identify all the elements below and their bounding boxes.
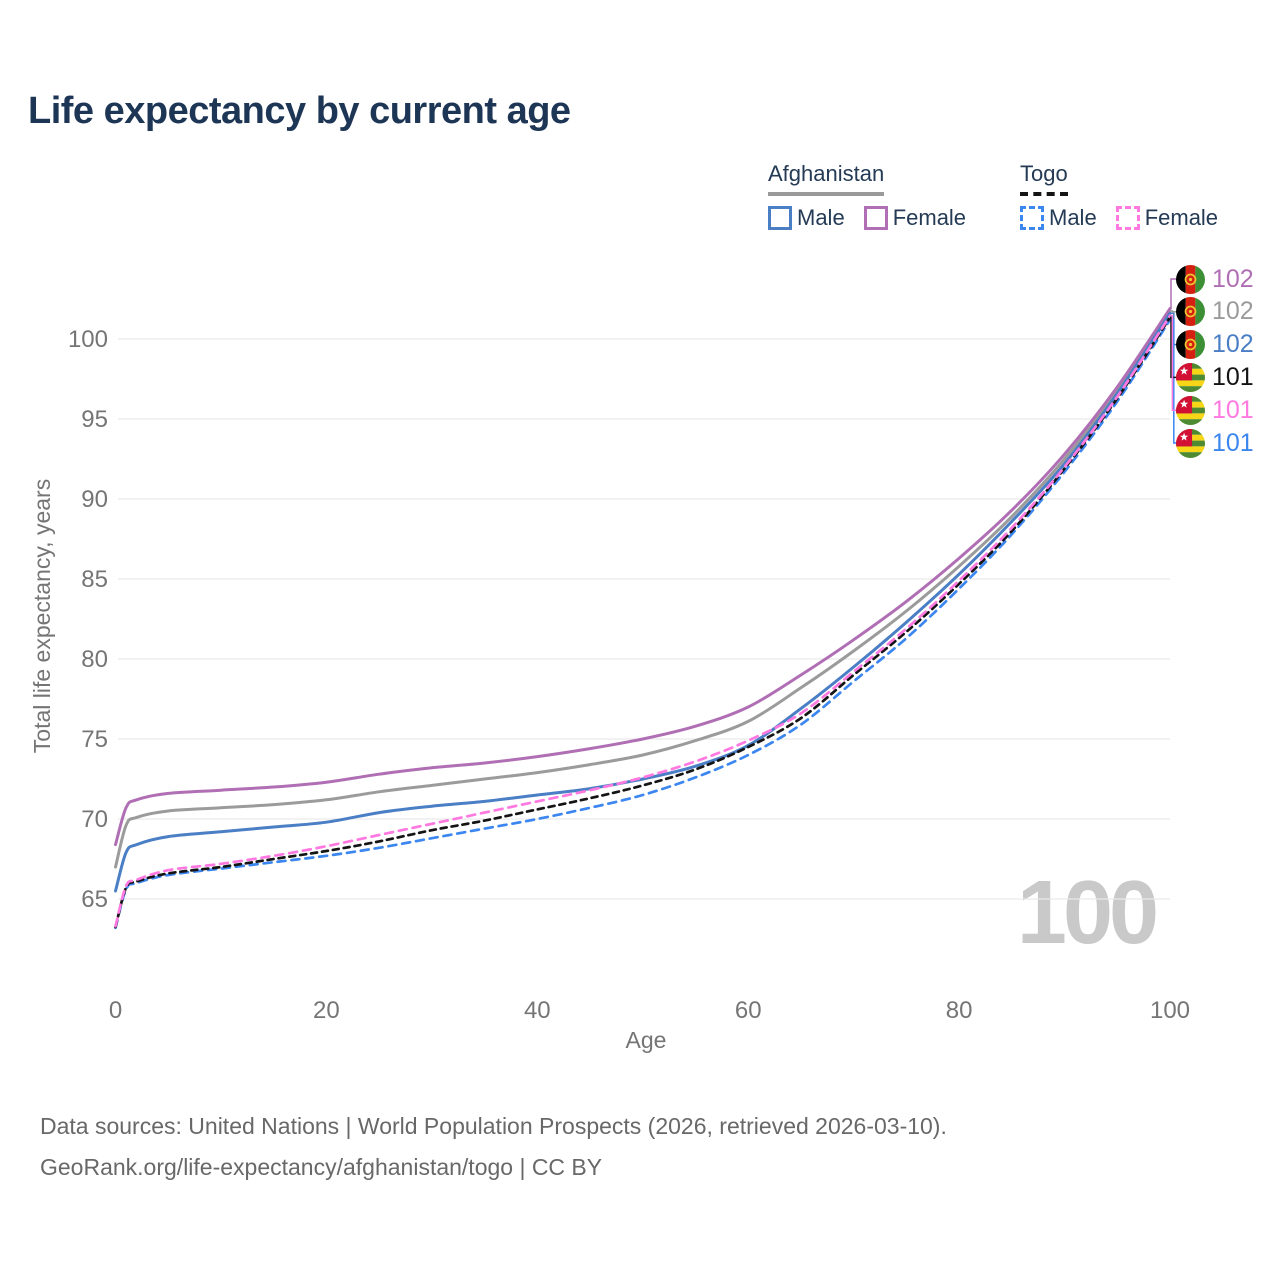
end-value-label-togo-male: 101 bbox=[1176, 428, 1254, 458]
togo-flag-icon bbox=[1176, 362, 1205, 392]
afghanistan-flag-icon bbox=[1176, 330, 1205, 360]
end-value: 102 bbox=[1212, 297, 1254, 326]
end-label-connector bbox=[1170, 315, 1177, 411]
legend-label: Male bbox=[797, 205, 845, 230]
footer-attribution: GeoRank.org/life-expectancy/afghanistan/… bbox=[40, 1154, 603, 1180]
end-value: 101 bbox=[1212, 395, 1254, 424]
end-value-label-afghanistan-female: 102 bbox=[1176, 264, 1254, 294]
afghanistan-flag-icon bbox=[1176, 264, 1205, 294]
legend-item-afghanistan-male[interactable]: Male bbox=[768, 205, 845, 231]
legend-group-togo: Togo Male Female bbox=[1020, 162, 1218, 231]
end-label-connector bbox=[1170, 278, 1177, 310]
end-value: 102 bbox=[1212, 330, 1254, 359]
togo-flag-icon bbox=[1176, 428, 1205, 458]
togo-flag-icon bbox=[1176, 395, 1205, 425]
end-label-connector bbox=[1170, 316, 1177, 379]
legend-row-togo: Male Female bbox=[1020, 205, 1218, 231]
x-tick-label: 20 bbox=[313, 997, 340, 1024]
legend-label: Male bbox=[1049, 205, 1097, 230]
legend-label: Female bbox=[892, 205, 967, 230]
x-tick-label: 100 bbox=[1150, 997, 1190, 1024]
y-tick-label: 70 bbox=[81, 806, 108, 833]
footer-data-sources: Data sources: United Nations | World Pop… bbox=[40, 1113, 947, 1139]
end-value-label-togo-both-sexes: 101 bbox=[1176, 362, 1254, 392]
end-value: 101 bbox=[1212, 428, 1254, 457]
afghanistan-flag-icon bbox=[1176, 297, 1205, 327]
series-line-togo-female[interactable] bbox=[114, 314, 1172, 928]
series-line-afghanistan-male[interactable] bbox=[114, 311, 1172, 893]
end-value-label-afghanistan-both-sexes: 102 bbox=[1176, 297, 1254, 327]
hover-age-watermark: 100 bbox=[1016, 863, 1159, 963]
legend-group-afghanistan: Afghanistan Male Female bbox=[768, 162, 966, 231]
y-axis-title: Total life expectancy, years bbox=[29, 479, 55, 753]
afghanistan-female-swatch-icon bbox=[863, 206, 888, 230]
footer: Data sources: United Nations | World Pop… bbox=[40, 1106, 947, 1188]
x-tick-label: 80 bbox=[946, 997, 973, 1024]
y-tick-label: 85 bbox=[81, 566, 108, 593]
end-value-label-afghanistan-male: 102 bbox=[1176, 330, 1254, 360]
page-title: Life expectancy by current age bbox=[28, 90, 571, 132]
x-tick-label: 0 bbox=[109, 997, 122, 1024]
legend-row-afghanistan: Male Female bbox=[768, 205, 966, 231]
series-line-togo-both-sexes[interactable] bbox=[114, 316, 1172, 929]
end-value: 102 bbox=[1212, 264, 1254, 293]
series-line-afghanistan-both-sexes[interactable] bbox=[114, 309, 1172, 869]
y-tick-label: 80 bbox=[81, 646, 108, 673]
legend-header-afghanistan: Afghanistan bbox=[768, 162, 885, 196]
togo-female-swatch-icon bbox=[1115, 206, 1140, 230]
y-tick-label: 90 bbox=[81, 486, 108, 513]
legend-item-togo-male[interactable]: Male bbox=[1020, 205, 1097, 231]
x-axis-title: Age bbox=[626, 1027, 667, 1053]
series-line-afghanistan-female[interactable] bbox=[114, 307, 1172, 847]
x-tick-label: 60 bbox=[735, 997, 762, 1024]
y-tick-label: 65 bbox=[81, 886, 108, 913]
y-tick-label: 95 bbox=[81, 406, 108, 433]
y-tick-label: 100 bbox=[68, 326, 108, 353]
y-tick-label: 75 bbox=[81, 726, 108, 753]
end-value-label-togo-female: 101 bbox=[1176, 395, 1254, 425]
end-label-connector bbox=[1170, 310, 1177, 313]
afghanistan-male-swatch-icon bbox=[768, 206, 792, 230]
legend-item-togo-female[interactable]: Female bbox=[1115, 205, 1219, 231]
legend-header-togo: Togo bbox=[1020, 162, 1068, 196]
end-value: 101 bbox=[1212, 362, 1254, 391]
legend-label: Female bbox=[1144, 205, 1219, 230]
legend-item-afghanistan-female[interactable]: Female bbox=[863, 205, 967, 231]
series-line-togo-male[interactable] bbox=[114, 318, 1172, 930]
togo-male-swatch-icon bbox=[1020, 206, 1044, 230]
x-tick-label: 40 bbox=[524, 997, 551, 1024]
